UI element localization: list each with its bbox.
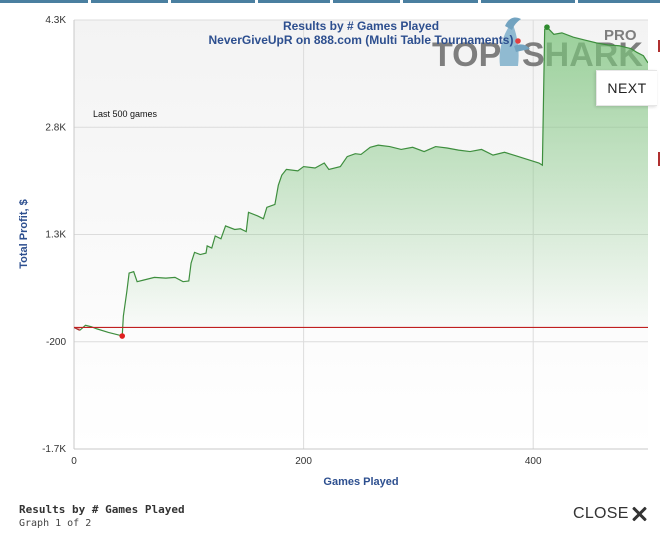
chart-title: Results by # Games Played bbox=[283, 19, 439, 33]
brand-watermark-edition: PRO bbox=[604, 27, 637, 44]
y-tick-labels: -1.7K -200 1.3K 2.8K 4.3K bbox=[42, 15, 66, 455]
shark-logo-icon bbox=[499, 17, 530, 66]
chart-annotation: Last 500 games bbox=[93, 109, 158, 119]
y-tick-label: -200 bbox=[46, 337, 66, 348]
profit-area-positive bbox=[79, 27, 648, 337]
footer-graph-counter: Graph 1 of 2 bbox=[19, 518, 92, 529]
page-edge-mark bbox=[658, 152, 660, 166]
top-stripe bbox=[0, 0, 660, 3]
close-icon bbox=[631, 506, 647, 522]
chart-subtitle: NeverGiveUpR on 888.com (Multi Table Tou… bbox=[209, 33, 514, 47]
markers bbox=[119, 24, 550, 339]
y-tick-label: -1.7K bbox=[42, 444, 66, 455]
x-tick-label: 200 bbox=[295, 456, 312, 467]
stripe-divider bbox=[330, 0, 333, 3]
stripe-divider bbox=[88, 0, 91, 3]
y-tick-label: 1.3K bbox=[45, 230, 66, 241]
stripe-divider bbox=[400, 0, 403, 3]
next-button[interactable]: NEXT bbox=[596, 70, 657, 106]
x-tick-label: 0 bbox=[71, 456, 77, 467]
x-tick-labels: 0 200 400 bbox=[71, 456, 542, 467]
stripe-divider bbox=[478, 0, 481, 3]
stripe-divider bbox=[575, 0, 578, 3]
data-point-marker bbox=[119, 333, 126, 339]
x-axis-title: Games Played bbox=[323, 476, 398, 488]
close-button[interactable]: CLOSE bbox=[573, 503, 647, 525]
y-axis-title: Total Profit, $ bbox=[18, 199, 30, 268]
page-edge-mark bbox=[658, 40, 660, 52]
background-page-edge bbox=[652, 0, 660, 533]
y-tick-label: 4.3K bbox=[45, 15, 66, 26]
stripe-divider bbox=[255, 0, 258, 3]
y-tick-label: 2.8K bbox=[45, 122, 66, 133]
brand-watermark-left: TOP bbox=[432, 36, 501, 74]
footer-graph-title: Results by # Games Played bbox=[19, 503, 185, 516]
data-point-marker bbox=[544, 24, 550, 30]
stripe-divider bbox=[168, 0, 171, 3]
x-tick-label: 400 bbox=[525, 456, 542, 467]
close-label: CLOSE bbox=[573, 505, 629, 522]
